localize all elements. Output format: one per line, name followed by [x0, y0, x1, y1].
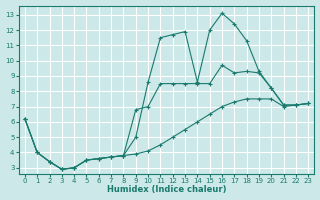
X-axis label: Humidex (Indice chaleur): Humidex (Indice chaleur): [107, 185, 226, 194]
